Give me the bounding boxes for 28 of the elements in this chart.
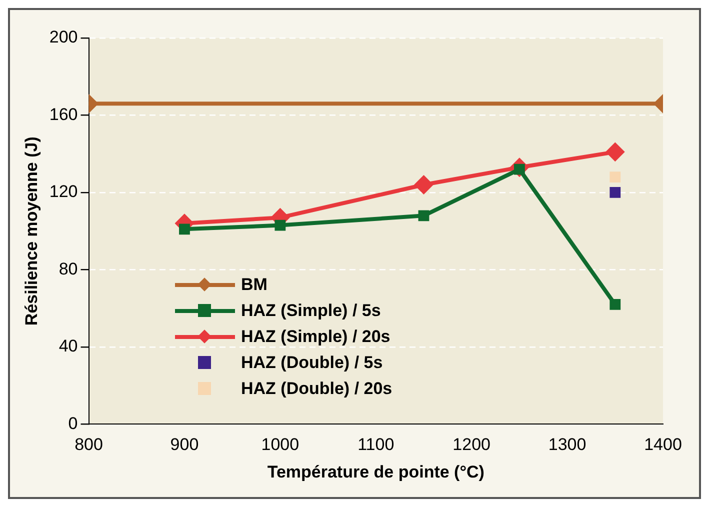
point: [274, 220, 286, 231]
x-tick-label: 1200: [452, 435, 490, 454]
y-tick-label: 80: [58, 259, 78, 278]
point: [610, 299, 621, 310]
y-tick-label: 40: [58, 336, 78, 356]
point: [610, 187, 621, 198]
x-tick-label: 1400: [644, 435, 682, 454]
point: [179, 224, 190, 235]
y-tick-label: 160: [49, 104, 78, 124]
x-tick-label: 900: [170, 435, 199, 454]
point: [418, 210, 430, 222]
y-tick-label: 0: [68, 414, 78, 433]
y-axis-title: Résilience moyenne (J): [22, 136, 41, 326]
y-tick-label: 200: [49, 28, 78, 47]
legend-label: HAZ (Simple) / 20s: [241, 326, 390, 348]
legend-label: HAZ (Double) / 20s: [241, 378, 392, 400]
x-axis-title: Température de pointe (°C): [267, 462, 484, 482]
x-tick-label: 800: [74, 435, 103, 454]
x-tick-label: 1100: [358, 435, 394, 454]
y-tick-label: 120: [49, 182, 78, 202]
x-tick-label: 1300: [548, 435, 586, 454]
legend-label: HAZ (Simple) / 5s: [241, 300, 381, 322]
x-tick-label: 1000: [261, 435, 300, 454]
point: [606, 142, 625, 162]
legend-label: BM: [241, 274, 268, 296]
point: [414, 175, 434, 194]
legend-label: HAZ (Double) / 5s: [241, 352, 383, 374]
point: [610, 172, 621, 182]
